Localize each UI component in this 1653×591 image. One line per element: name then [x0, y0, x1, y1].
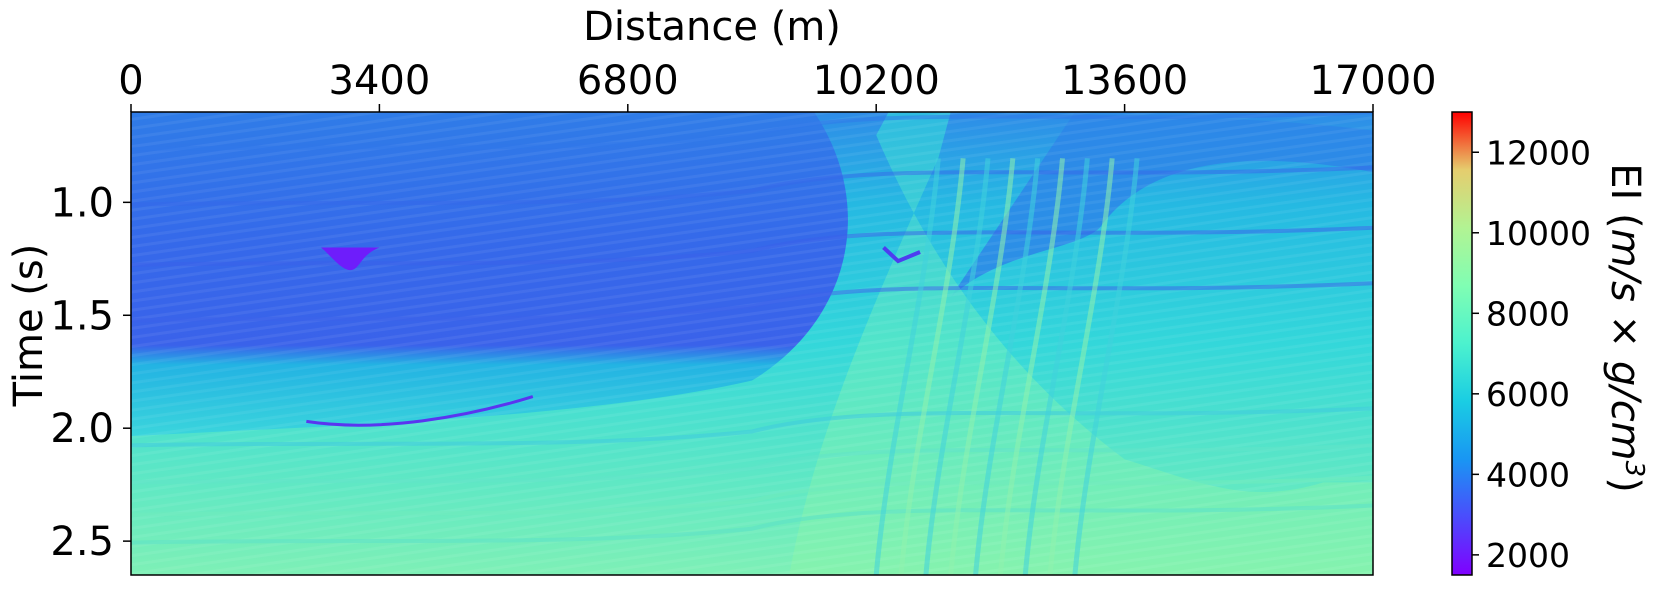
- colorbar-tick-label: 2000: [1486, 536, 1570, 575]
- colorbar-ticks: 2000 4000 6000 8000 10000 12000: [1472, 133, 1591, 575]
- x-tick-label: 3400: [329, 58, 431, 104]
- dome-flank-streak: [1072, 158, 1140, 575]
- dome-flank-streak: [1022, 158, 1090, 575]
- thin-low-streak: [882, 246, 921, 264]
- dome-flank-streak: [898, 158, 966, 575]
- y-tick-label: 1.0: [50, 180, 114, 226]
- colorbar-tick-label: 10000: [1486, 214, 1591, 253]
- colorbar-tick-label: 8000: [1486, 294, 1570, 333]
- dome-flank-streak: [973, 158, 1041, 575]
- y-tick-label: 1.5: [50, 293, 114, 339]
- thin-low-streak: [306, 395, 534, 427]
- dome-flank-streak: [997, 158, 1065, 575]
- y-axis-label: Time (s): [6, 244, 52, 408]
- horizon-line: [131, 112, 1373, 152]
- horizon-line: [131, 406, 1373, 448]
- colorbar-label: EI (m/s × g/cm3): [1602, 163, 1649, 493]
- layer-texture: [131, 112, 1373, 575]
- horizon-line: [131, 443, 1373, 485]
- x-tick-label: 6800: [577, 58, 679, 104]
- dome-flank-streak: [873, 158, 941, 575]
- x-axis-ticks: 0 3400 6800 10200 13600 17000: [118, 58, 1437, 112]
- x-tick-label: 17000: [1309, 58, 1436, 104]
- horizon-line: [131, 165, 1373, 207]
- plot-area: [131, 112, 1373, 575]
- dome-flank-streak: [923, 158, 991, 575]
- x-tick-label: 13600: [1061, 58, 1188, 104]
- colorbar-tick-label: 6000: [1486, 375, 1570, 414]
- x-tick-label: 0: [118, 58, 143, 104]
- dome-flank-streak: [1047, 158, 1115, 575]
- y-axis-ticks: 1.0 1.5 2.0 2.5: [50, 180, 131, 565]
- dome-flank-streak: [948, 158, 1016, 575]
- low-velocity-lens: [320, 247, 380, 271]
- colorbar: [1451, 111, 1473, 576]
- horizon-line: [131, 281, 1373, 323]
- colorbar-tick-label: 4000: [1486, 455, 1570, 494]
- colorbar-tick-label: 12000: [1486, 133, 1591, 172]
- x-tick-label: 10200: [813, 58, 940, 104]
- y-tick-label: 2.0: [50, 406, 114, 452]
- horizon-line: [131, 475, 1373, 517]
- plot-frame: [130, 111, 1374, 576]
- horizon-line: [131, 503, 1373, 545]
- x-axis-label: Distance (m): [583, 4, 841, 50]
- y-tick-label: 2.5: [50, 519, 114, 565]
